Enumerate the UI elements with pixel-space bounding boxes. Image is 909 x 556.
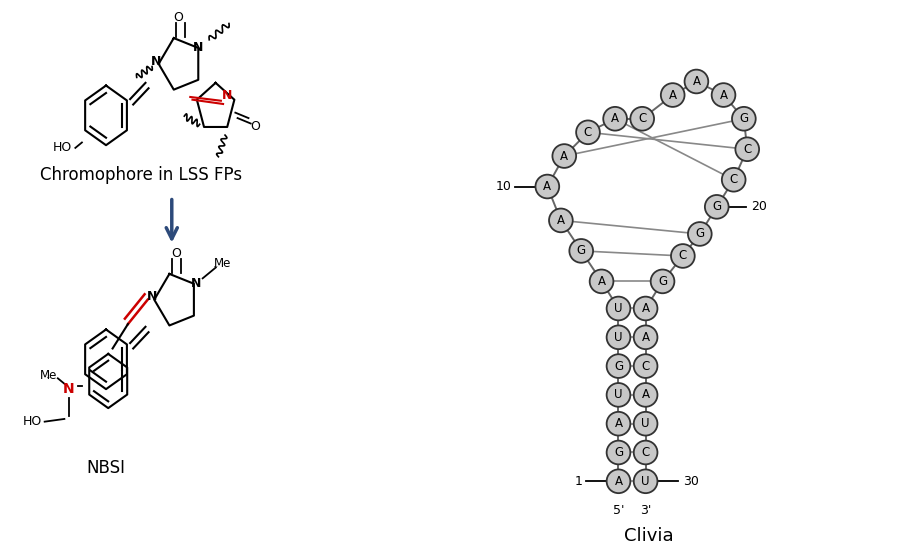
Circle shape [651, 270, 674, 293]
Text: A: A [642, 331, 650, 344]
Text: U: U [642, 417, 650, 430]
Text: A: A [557, 214, 564, 227]
Circle shape [634, 412, 657, 435]
Text: O: O [174, 11, 184, 24]
Text: O: O [250, 120, 260, 133]
Text: 5': 5' [613, 504, 624, 517]
Circle shape [684, 70, 708, 93]
Circle shape [735, 137, 759, 161]
Text: A: A [544, 180, 552, 193]
Text: 20: 20 [751, 200, 766, 214]
Text: N: N [147, 290, 157, 304]
Text: Me: Me [40, 369, 57, 382]
Text: G: G [739, 112, 748, 125]
Text: 10: 10 [496, 180, 512, 193]
Text: N: N [151, 54, 162, 68]
Circle shape [634, 297, 657, 320]
Circle shape [722, 168, 745, 192]
Circle shape [606, 469, 630, 493]
Circle shape [634, 469, 657, 493]
Circle shape [634, 441, 657, 464]
Text: A: A [642, 389, 650, 401]
Text: G: G [614, 446, 623, 459]
Circle shape [569, 239, 593, 263]
Text: G: G [658, 275, 667, 288]
Circle shape [606, 441, 630, 464]
Text: C: C [642, 360, 650, 373]
Circle shape [604, 107, 627, 131]
Text: U: U [614, 389, 623, 401]
Circle shape [535, 175, 559, 198]
Text: methyl: methyl [46, 377, 52, 378]
Text: C: C [642, 446, 650, 459]
Text: N: N [63, 382, 75, 396]
Text: N: N [193, 42, 204, 54]
Circle shape [712, 83, 735, 107]
Text: A: A [693, 75, 701, 88]
Circle shape [732, 107, 755, 131]
Text: C: C [744, 143, 752, 156]
Text: methyl: methyl [214, 266, 218, 267]
Text: A: A [669, 88, 676, 102]
Text: U: U [642, 475, 650, 488]
Text: A: A [560, 150, 568, 162]
Text: G: G [576, 245, 585, 257]
Text: N: N [191, 277, 201, 290]
Text: A: A [720, 88, 727, 102]
Text: A: A [642, 302, 650, 315]
Circle shape [634, 354, 657, 378]
Text: 30: 30 [683, 475, 699, 488]
Circle shape [688, 222, 712, 246]
Text: 1: 1 [575, 475, 583, 488]
Circle shape [634, 325, 657, 349]
Circle shape [606, 297, 630, 320]
Text: G: G [712, 200, 722, 214]
Circle shape [549, 208, 573, 232]
Text: Chromophore in LSS FPs: Chromophore in LSS FPs [40, 166, 242, 184]
Text: C: C [679, 250, 687, 262]
Circle shape [553, 144, 576, 168]
Text: HO: HO [53, 141, 72, 155]
Text: 3': 3' [640, 504, 651, 517]
Text: N: N [223, 89, 233, 102]
Circle shape [704, 195, 729, 219]
Circle shape [661, 83, 684, 107]
Text: C: C [730, 173, 738, 186]
Circle shape [606, 325, 630, 349]
Text: HO: HO [24, 415, 43, 428]
Text: C: C [638, 112, 646, 125]
Text: A: A [611, 112, 619, 125]
Circle shape [671, 244, 694, 268]
Text: A: A [614, 475, 623, 488]
Circle shape [606, 354, 630, 378]
Text: G: G [695, 227, 704, 240]
Text: C: C [584, 126, 592, 139]
Text: U: U [614, 331, 623, 344]
Circle shape [606, 412, 630, 435]
Circle shape [590, 270, 614, 293]
Text: O: O [171, 247, 181, 260]
Text: Me: Me [214, 257, 231, 270]
Text: NBSI: NBSI [86, 459, 125, 476]
Text: A: A [597, 275, 605, 288]
Text: G: G [614, 360, 623, 373]
Text: Clivia: Clivia [624, 527, 674, 544]
Text: U: U [614, 302, 623, 315]
Circle shape [630, 107, 654, 131]
Circle shape [634, 383, 657, 407]
Circle shape [576, 121, 600, 144]
Text: A: A [614, 417, 623, 430]
Circle shape [606, 383, 630, 407]
